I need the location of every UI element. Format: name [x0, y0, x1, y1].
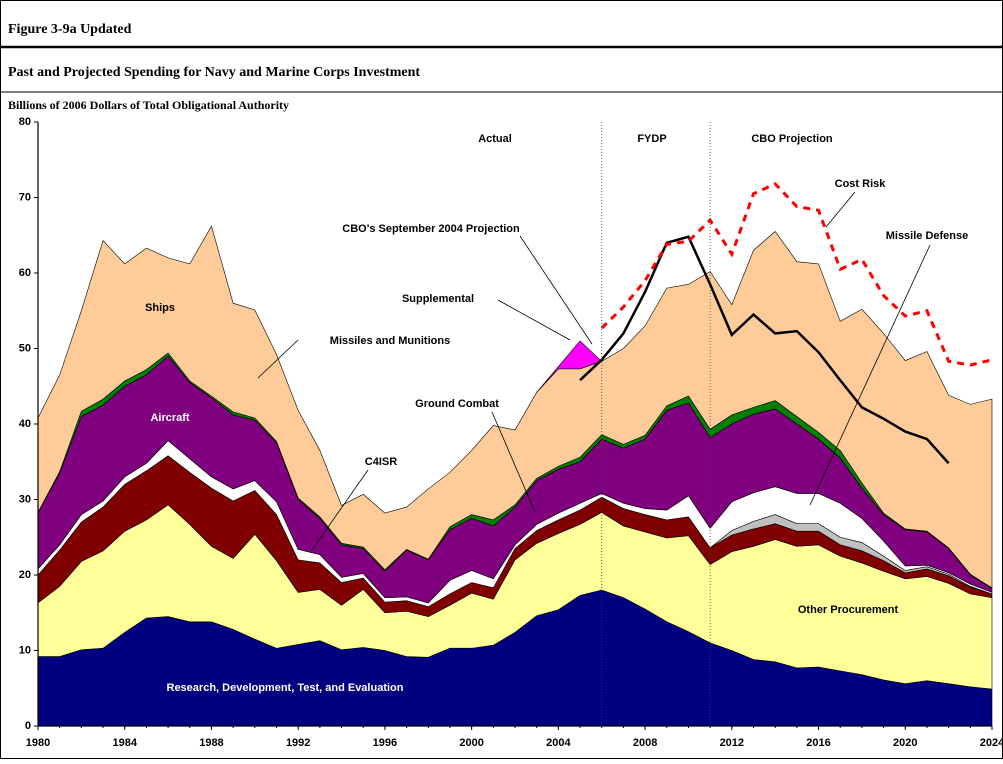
- y-tick-label: 30: [19, 493, 31, 505]
- y-tick-label: 0: [25, 720, 31, 732]
- series-label: Ships: [145, 302, 175, 314]
- leader-line: [311, 469, 369, 551]
- y-tick-label: 20: [19, 569, 31, 581]
- x-tick-label: 2020: [893, 737, 917, 749]
- series-label: C4ISR: [365, 456, 397, 468]
- leader-line: [257, 339, 299, 379]
- period-label: Actual: [478, 133, 512, 145]
- x-tick-label: 2024: [980, 737, 1003, 749]
- series-label: Ground Combat: [415, 398, 499, 410]
- x-tick-label: 2008: [633, 737, 657, 749]
- period-label: FYDP: [637, 133, 666, 145]
- figure-label: Figure 3-9a Updated: [8, 22, 132, 37]
- y-tick-label: 40: [19, 418, 31, 430]
- leader-line: [809, 244, 931, 506]
- x-tick-label: 1980: [26, 737, 50, 749]
- y-tick-label: 70: [19, 191, 31, 203]
- leader-line: [491, 411, 536, 513]
- leader-line: [519, 235, 593, 345]
- x-tick-label: 2004: [546, 737, 571, 749]
- x-tick-label: 1984: [112, 737, 137, 749]
- line-label: CBO's September 2004 Projection: [342, 223, 520, 235]
- x-tick-label: 2012: [720, 737, 744, 749]
- x-tick-label: 1992: [286, 737, 310, 749]
- chart-title: Past and Projected Spending for Navy and…: [8, 65, 420, 80]
- y-tick-label: 60: [19, 267, 31, 279]
- series-label: Missile Defense: [886, 230, 969, 242]
- y-tick-label: 80: [19, 116, 31, 128]
- line-series: [600, 182, 993, 367]
- period-label: CBO Projection: [751, 133, 833, 145]
- area-segment: [37, 225, 993, 589]
- series-label: Supplemental: [402, 293, 474, 305]
- leader-line: [497, 299, 571, 341]
- series-label: Missiles and Munitions: [330, 335, 450, 347]
- series-label: Research, Development, Test, and Evaluat…: [167, 682, 404, 694]
- leader-line: [825, 191, 856, 228]
- x-tick-label: 1988: [199, 737, 223, 749]
- x-tick-label: 1996: [373, 737, 397, 749]
- series-label: Aircraft: [150, 412, 189, 424]
- y-tick-label: 10: [19, 644, 31, 656]
- y-axis-label: Billions of 2006 Dollars of Total Obliga…: [8, 98, 289, 112]
- line-label: Cost Risk: [835, 178, 887, 190]
- y-tick-label: 50: [19, 342, 31, 354]
- line-series: [579, 235, 950, 465]
- x-tick-label: 2016: [806, 737, 830, 749]
- series-label: Other Procurement: [798, 604, 899, 616]
- x-tick-label: 2000: [459, 737, 483, 749]
